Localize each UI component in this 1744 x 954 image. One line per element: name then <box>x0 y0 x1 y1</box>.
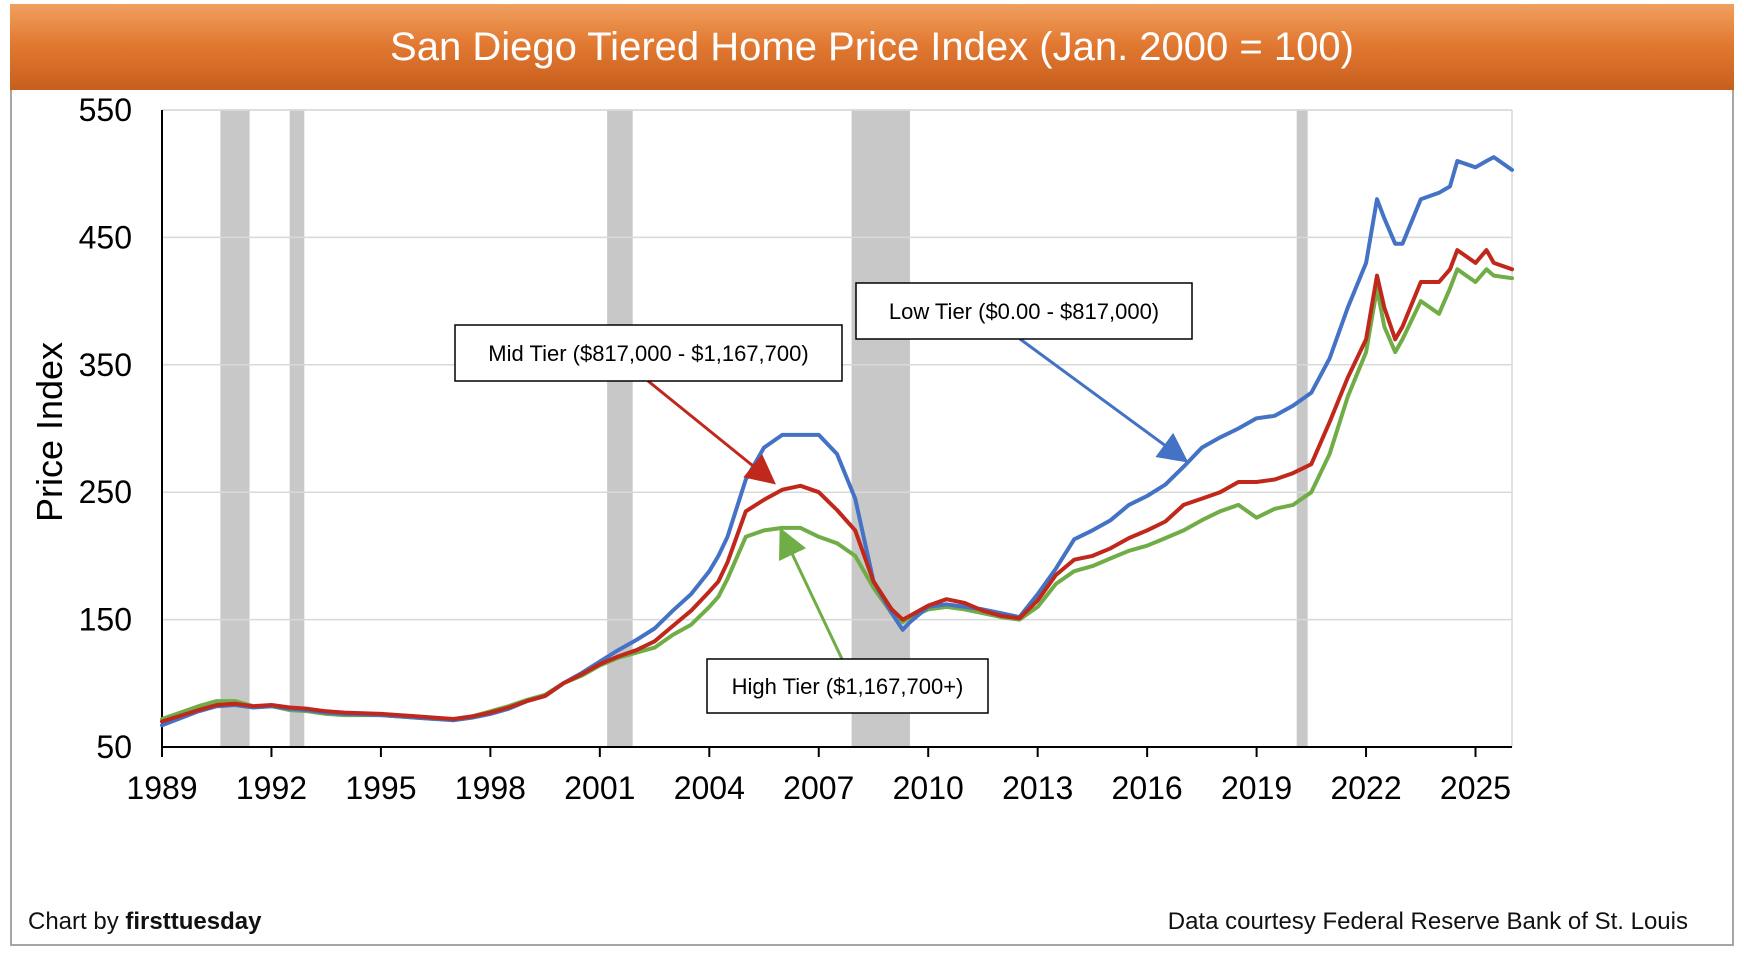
recession-band <box>289 110 305 747</box>
credit-brand: firsttuesday <box>125 908 262 935</box>
recession-band <box>1296 110 1308 747</box>
low-tier-line <box>160 155 1514 728</box>
series-lines <box>160 155 1514 728</box>
y-tick-label: 550 <box>79 92 132 128</box>
recession-band <box>607 110 633 747</box>
x-tick-label: 2010 <box>893 770 964 806</box>
low-tier-arrow <box>1019 337 1189 463</box>
high-tier-label: High Tier ($1,167,700+) <box>732 674 964 699</box>
x-tick-label: 2022 <box>1330 770 1401 806</box>
data-source-note: Data courtesy Federal Reserve Bank of St… <box>1167 908 1688 935</box>
credit-prefix: Chart by <box>28 908 126 935</box>
recession-bands <box>220 110 1308 747</box>
y-tick-label: 50 <box>96 729 132 765</box>
chart-credit: Chart by firsttuesday <box>28 908 261 936</box>
low-tier-label-box <box>855 282 1193 340</box>
annotations: Low Tier ($0.00 - $817,000) Mid Tier ($81… <box>454 282 1193 714</box>
x-tick-label: 1995 <box>345 770 416 806</box>
low-tier-label: Low Tier ($0.00 - $817,000) <box>889 299 1159 324</box>
x-tick-label: 1992 <box>236 770 307 806</box>
recession-band <box>220 110 250 747</box>
x-tick-label: 2019 <box>1221 770 1292 806</box>
y-axis-label: Price Index <box>29 342 70 522</box>
mid-tier-line <box>160 248 1514 724</box>
x-tick-label: 2007 <box>783 770 854 806</box>
mid-tier-label-box <box>454 324 843 382</box>
chart-title: San Diego Tiered Home Price Index (Jan. … <box>10 4 1734 90</box>
y-tick-label: 350 <box>79 347 132 383</box>
y-tick-label: 150 <box>79 602 132 638</box>
x-tick-label: 2001 <box>564 770 635 806</box>
x-tick-label: 1989 <box>126 770 197 806</box>
y-tick-label: 450 <box>79 219 132 255</box>
x-tick-label: 2013 <box>1002 770 1073 806</box>
axes: 50 150 250 350 450 550 1989 1992 1995 1998 2001 200… <box>79 92 1512 806</box>
mid-tier-arrow <box>647 379 776 485</box>
y-tick-label: 250 <box>79 474 132 510</box>
chart-title-text: San Diego Tiered Home Price Index (Jan. … <box>390 24 1354 69</box>
x-tick-label: 2016 <box>1112 770 1183 806</box>
high-tier-label-box <box>706 658 989 714</box>
x-tick-label: 1998 <box>455 770 526 806</box>
mid-tier-label: Mid Tier ($817,000 - $1,167,700) <box>488 341 808 366</box>
x-tick-label: 2004 <box>674 770 745 806</box>
x-tick-label: 2025 <box>1440 770 1511 806</box>
high-tier-arrow <box>778 527 844 660</box>
recession-band <box>851 110 910 747</box>
